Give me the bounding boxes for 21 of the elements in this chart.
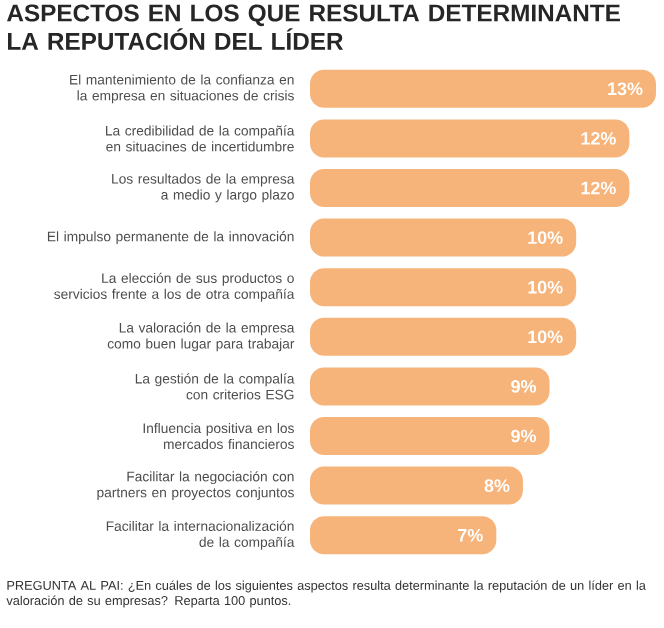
data-label: 9% (511, 380, 537, 393)
bar (310, 268, 577, 307)
bar (310, 69, 656, 108)
bar (310, 516, 497, 555)
data-label: 9% (511, 429, 537, 443)
data-label: 10% (528, 231, 563, 244)
bar (310, 119, 630, 158)
bar (310, 367, 550, 406)
data-label: 10% (528, 280, 563, 294)
data-label: 8% (484, 479, 510, 492)
chart-title: ASPECTOS EN LOS QUE RESULTA DETERMINANTE LA REPUTACIÓN DEL LÍDER (6, 4, 620, 50)
bar (310, 169, 630, 207)
data-label: 7% (458, 528, 483, 542)
bar (310, 466, 523, 505)
data-label: 12% (581, 181, 616, 195)
bar (310, 317, 577, 356)
data-label: 13% (608, 82, 643, 96)
bar (310, 417, 550, 456)
data-label: 12% (581, 132, 616, 145)
data-label: 10% (528, 330, 563, 344)
bar (310, 218, 577, 257)
